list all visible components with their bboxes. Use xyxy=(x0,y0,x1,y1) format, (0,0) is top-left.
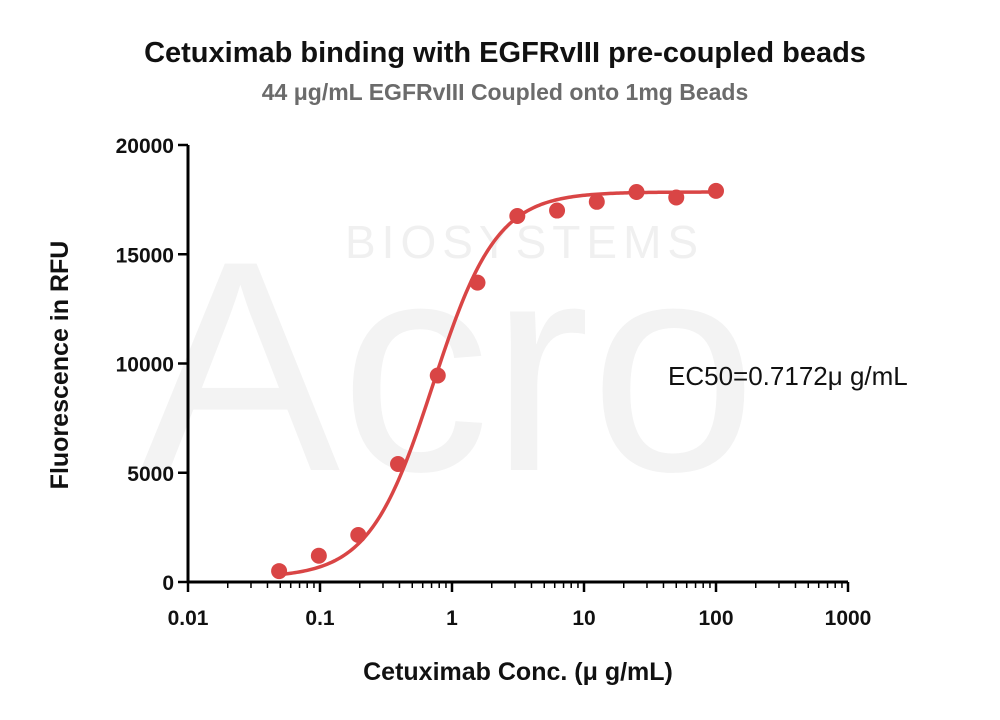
y-tick-label: 0 xyxy=(162,572,174,595)
x-tick-label: 1000 xyxy=(825,607,872,630)
x-tick-label: 0.01 xyxy=(168,607,209,630)
watermark-logo-text: Acro xyxy=(140,198,757,534)
data-point xyxy=(310,547,327,564)
watermark-logo: Acro BIOSYSTEMS xyxy=(140,198,757,534)
y-tick-label: 5000 xyxy=(127,463,174,486)
data-point xyxy=(390,456,407,473)
y-tick-label: 15000 xyxy=(116,244,174,267)
chart-subtitle: 44 μg/mL EGFRvIII Coupled onto 1mg Beads xyxy=(262,79,749,105)
data-point xyxy=(429,367,446,384)
x-tick-label: 1 xyxy=(446,607,458,630)
data-point xyxy=(549,202,566,219)
watermark-company-text: BIOSYSTEMS xyxy=(345,216,704,268)
data-point xyxy=(668,189,685,206)
y-tick-label: 20000 xyxy=(116,135,174,158)
data-point xyxy=(350,527,367,544)
chart-title: Cetuximab binding with EGFRvIII pre-coup… xyxy=(144,37,866,69)
y-tick-label: 10000 xyxy=(116,354,174,377)
x-axis-label: Cetuximab Conc. (μ g/mL) xyxy=(363,658,673,686)
data-points xyxy=(271,182,724,580)
y-axis-ticks: 0 5000 10000 15000 20000 xyxy=(116,135,188,595)
x-tick-label: 0.1 xyxy=(305,607,335,630)
data-point xyxy=(708,182,724,199)
data-point xyxy=(588,193,605,210)
data-point xyxy=(509,208,526,225)
data-point xyxy=(628,183,645,200)
x-tick-label: 100 xyxy=(698,607,733,630)
x-tick-label: 10 xyxy=(572,607,595,630)
ec50-annotation: EC50=0.7172μ g/mL xyxy=(668,361,908,391)
x-axis-ticks: 0.01 0.1 1 10 100 1000 xyxy=(168,582,872,630)
data-point xyxy=(271,563,288,580)
y-axis-label: Fluorescence in RFU xyxy=(46,241,74,490)
data-point xyxy=(469,274,486,291)
